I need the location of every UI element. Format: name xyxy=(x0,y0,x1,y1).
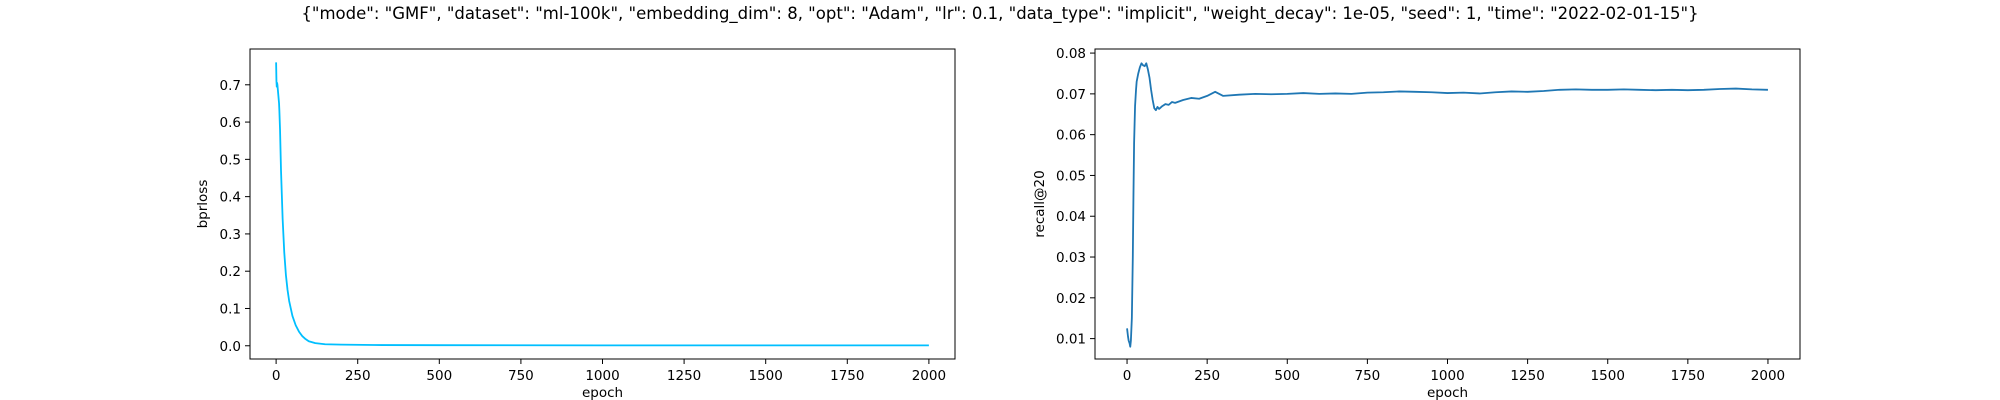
recall-x-tick-label: 1750 xyxy=(1671,368,1705,384)
bprloss-y-tick-label: 0.4 xyxy=(220,190,241,206)
recall-y-tick-label: 0.07 xyxy=(1056,87,1086,103)
bprloss-x-tick-label: 1250 xyxy=(667,368,701,384)
recall-x-tick-label: 750 xyxy=(1354,368,1380,384)
recall-x-tick-label: 1500 xyxy=(1591,368,1625,384)
bprloss-series-line xyxy=(275,62,929,347)
recall-x-tick-label: 0 xyxy=(1123,368,1132,384)
recall-y-axis-label: recall@20 xyxy=(1032,170,1048,237)
bprloss-x-tick-label: 1750 xyxy=(830,368,864,384)
recall-x-tick-label: 2000 xyxy=(1751,368,1785,384)
recall-x-tick-label: 250 xyxy=(1194,368,1220,384)
bprloss-chart: 0 250 500 750 1000 1250 1500 1750 2000 0.0 0.1 0.2 0… xyxy=(195,48,956,400)
recall-y-tick-label: 0.05 xyxy=(1056,168,1086,184)
bprloss-x-tick-label: 0 xyxy=(272,368,281,384)
recall-x-tick-label: 1000 xyxy=(1430,368,1464,384)
recall-y-tick-label: 0.04 xyxy=(1056,209,1086,225)
recall-x-axis-label: epoch xyxy=(1427,385,1468,400)
bprloss-x-tick-label: 250 xyxy=(345,368,371,384)
bprloss-y-tick-label: 0.5 xyxy=(220,152,241,168)
bprloss-y-tick-label: 0.6 xyxy=(220,115,241,131)
recall-y-tick-label: 0.01 xyxy=(1056,332,1086,348)
recall-x-tick-label: 500 xyxy=(1274,368,1300,384)
figure-title: {"mode": "GMF", "dataset": "ml-100k", "e… xyxy=(301,4,1699,23)
recall-series-line xyxy=(1126,62,1768,348)
bprloss-y-tick-label: 0.3 xyxy=(220,227,241,243)
recall-y-tick-label: 0.08 xyxy=(1056,46,1086,62)
bprloss-x-axis-label: epoch xyxy=(582,385,623,400)
recall-x-tick-label: 1250 xyxy=(1510,368,1544,384)
bprloss-x-tick-label: 500 xyxy=(426,368,452,384)
recall-chart: 0 250 500 750 1000 1250 1500 1750 2000 0.01 0.02 0.… xyxy=(1032,46,1801,400)
bprloss-y-tick-label: 0.1 xyxy=(220,301,241,317)
bprloss-y-tick-label: 0.0 xyxy=(220,339,241,355)
bprloss-y-axis-label: bprloss xyxy=(195,180,211,229)
recall-y-tick-label: 0.03 xyxy=(1056,250,1086,266)
recall-y-tick-label: 0.02 xyxy=(1056,291,1086,307)
recall-plot-frame xyxy=(1094,48,1801,360)
recall-y-tick-label: 0.06 xyxy=(1056,128,1086,144)
bprloss-x-tick-label: 750 xyxy=(508,368,534,384)
bprloss-x-tick-label: 1000 xyxy=(585,368,619,384)
bprloss-x-tick-label: 1500 xyxy=(749,368,783,384)
bprloss-y-tick-label: 0.2 xyxy=(220,264,241,280)
bprloss-x-tick-label: 2000 xyxy=(912,368,946,384)
bprloss-plot-frame xyxy=(249,48,956,360)
bprloss-y-tick-label: 0.7 xyxy=(220,78,241,94)
